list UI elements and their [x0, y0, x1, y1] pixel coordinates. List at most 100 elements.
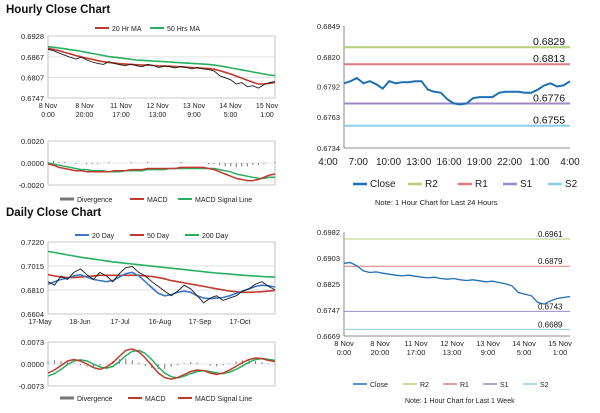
- hourly-pivot-note: Note: 1 Hour Chart for Last 24 Hours: [375, 198, 498, 207]
- hourly-price-y-tick: 0.6747: [21, 94, 44, 103]
- hourly-pivot-x-tick-line: 13:00: [406, 157, 431, 168]
- legend-50-day-label: 50 Day: [147, 233, 170, 240]
- hourly-pivot-chart: 0.6849 0.6820 0.6792 0.6763 0.6734 0.6829 0.68…: [317, 22, 580, 190]
- hourly-price-x-tick-line: 8 Nov: [39, 103, 58, 110]
- hourly-price-x-tick-line: 20:00: [76, 112, 94, 119]
- hourly-pivot-s1-label: 0.6776: [533, 92, 565, 104]
- hourly-macd-line: [47, 163, 276, 182]
- daily-price-x-tick-line: 18-Jun: [69, 319, 91, 326]
- hourly-price-x-tick-line: 12 Nov: [146, 103, 169, 110]
- daily-pivot-x-tick: 14 Nov 5:00: [512, 339, 536, 357]
- hourly-price-x-tick-line: 8 Nov: [75, 103, 94, 110]
- daily-price-x-tick-line: 17-Sep: [189, 319, 212, 326]
- daily-macd-chart: 0.0073 0.0000 -0.0073 Divergence MACD MACD Si…: [19, 338, 276, 403]
- daily-pivot-legend-s1-label: S1: [500, 382, 509, 389]
- hourly-pivot-x-tick-line: 10:00: [376, 157, 401, 168]
- hourly-close-line: [47, 48, 276, 89]
- hourly-pivot-legend-s1-label: S1: [520, 179, 533, 190]
- daily-pivot-x-tick: 11 Nov 17:00: [404, 339, 427, 357]
- hourly-price-x-tick-line: 14 Nov: [219, 103, 242, 110]
- hourly-price-x-tick-line: 9:00: [187, 112, 201, 119]
- hourly-price-x-tick: 15 Nov 1:00: [256, 103, 279, 119]
- hourly-pivot-close-line: [343, 76, 571, 106]
- daily-price-y-tick: 0.6604: [21, 310, 44, 319]
- daily-price-x-tick: 17-Jul: [110, 319, 130, 326]
- hourly-price-x-tick-line: 11 Nov: [110, 103, 132, 110]
- daily-pivot-y-tick: 0.6669: [317, 332, 340, 341]
- hourly-pivot-y-tick: 0.6792: [317, 82, 340, 91]
- hourly-price-y-tick: 0.6928: [21, 32, 44, 41]
- daily-pivot-x-tick-line: 13:00: [443, 348, 462, 357]
- legend-20-day-label: 20 Day: [92, 233, 115, 240]
- daily-pivot-r2-label: 0.6961: [538, 230, 563, 239]
- daily-pivot-x-tick: 15 Nov 1:00: [548, 339, 572, 357]
- hourly-price-x-tick-line: 15 Nov: [256, 103, 279, 110]
- hourly-price-x-tick: 14 Nov 5:00: [219, 103, 242, 119]
- daily-pivot-legend-r2-label: R2: [420, 382, 429, 389]
- daily-macd-y-tick: 0.0073: [21, 338, 44, 347]
- daily-pivot-x-tick-line: 14 Nov: [512, 339, 536, 348]
- hourly-header: Hourly Close Chart: [6, 4, 111, 16]
- daily-pivot-x-tick-line: 9:00: [481, 348, 496, 357]
- hourly-macd-y-tick: 0.0000: [21, 159, 44, 168]
- hourly-legend-divergence-label: Divergence: [77, 197, 113, 204]
- daily-legend-divergence-label: Divergence: [77, 396, 113, 403]
- hourly-pivot-x-tick: 4:00: [560, 157, 580, 168]
- hourly-price-x-tick-line: 13:00: [149, 112, 167, 119]
- daily-price-x-tick: 17-Sep: [189, 319, 212, 326]
- hourly-price-x-tick-line: 17:00: [112, 112, 130, 119]
- hourly-macd-chart: 0.0020 0.0000 -0.0020 Divergence MACD MACD Si…: [19, 137, 276, 204]
- daily-price-y-tick: 0.6810: [21, 286, 44, 295]
- daily-close-line: [47, 266, 276, 304]
- daily-pivot-x-tick-line: 8 Nov: [334, 339, 354, 348]
- daily-pivot-x-tick-line: 15 Nov: [548, 339, 572, 348]
- hourly-pivot-y-tick: 0.6763: [317, 113, 340, 122]
- hourly-pivot-x-tick-line: 4:00: [318, 157, 338, 168]
- daily-price-x-tick-line: 17-May: [28, 319, 52, 326]
- hourly-price-x-tick-line: 1:00: [260, 112, 274, 119]
- daily-price-chart: 0.7220 0.7015 0.6810 0.6604 20 Day 50 Day 200 …: [21, 233, 276, 326]
- hourly-legend-macd-label: MACD: [147, 197, 168, 204]
- hourly-price-x-tick: 13 Nov 9:00: [183, 103, 206, 119]
- daily-20-day-line: [47, 271, 276, 300]
- daily-macd-line: [47, 348, 276, 380]
- daily-price-y-tick: 0.7015: [21, 262, 44, 271]
- daily-pivot-s1-label: 0.6743: [538, 302, 563, 311]
- hourly-pivot-x-tick: 10:00: [376, 157, 401, 168]
- hourly-pivot-x-tick-line: 22:00: [497, 157, 522, 168]
- daily-pivot-x-tick-line: 8 Nov: [370, 339, 390, 348]
- daily-pivot-r1-label: 0.6879: [538, 257, 563, 266]
- daily-price-x-tick-line: 16-Aug: [149, 319, 172, 326]
- daily-pivot-x-tick-line: 11 Nov: [404, 339, 427, 348]
- hourly-price-x-tick-line: 5:00: [224, 112, 238, 119]
- daily-pivot-x-tick-line: 12 Nov: [440, 339, 464, 348]
- hourly-pivot-x-tick: 4:00: [318, 157, 338, 168]
- hourly-pivot-legend-close-label: Close: [370, 179, 396, 190]
- daily-pivot-y-tick: 0.6982: [317, 228, 340, 237]
- daily-price-x-tick: 17-Oct: [229, 319, 250, 326]
- daily-price-x-tick-line: 17-Jul: [110, 319, 130, 326]
- daily-macd-y-tick: 0.0000: [21, 360, 44, 369]
- hourly-pivot-x-tick: 1:00: [530, 157, 550, 168]
- hourly-pivot-x-tick: 22:00: [497, 157, 522, 168]
- daily-macd-y-tick: -0.0073: [19, 382, 44, 391]
- daily-price-x-tick: 16-Aug: [149, 319, 172, 326]
- daily-pivot-x-tick-line: 13 Nov: [476, 339, 500, 348]
- hourly-macd-y-tick: 0.0020: [21, 137, 44, 146]
- hourly-price-x-tick: 8 Nov 20:00: [75, 103, 94, 119]
- daily-pivot-y-tick: 0.6903: [317, 254, 340, 263]
- daily-pivot-close-line: [343, 261, 571, 305]
- hourly-price-x-tick-line: 13 Nov: [183, 103, 206, 110]
- hourly-price-x-tick: 12 Nov 13:00: [146, 103, 169, 119]
- hourly-pivot-x-tick: 19:00: [467, 157, 492, 168]
- daily-pivot-x-tick-line: 5:00: [517, 348, 532, 357]
- hourly-pivot-y-tick: 0.6820: [317, 53, 340, 62]
- hourly-pivot-legend-r2-label: R2: [425, 179, 438, 190]
- hourly-pivot-x-tick-line: 19:00: [467, 157, 492, 168]
- hourly-pivot-r2-label: 0.6829: [533, 36, 565, 48]
- hourly-20hr-ma-line: [47, 47, 276, 85]
- daily-pivot-x-tick-line: 20:00: [371, 348, 390, 357]
- daily-pivot-x-tick: 8 Nov 20:00: [370, 339, 390, 357]
- hourly-price-x-tick: 11 Nov 17:00: [110, 103, 132, 119]
- hourly-legend-signal-label: MACD Signal Line: [195, 197, 252, 204]
